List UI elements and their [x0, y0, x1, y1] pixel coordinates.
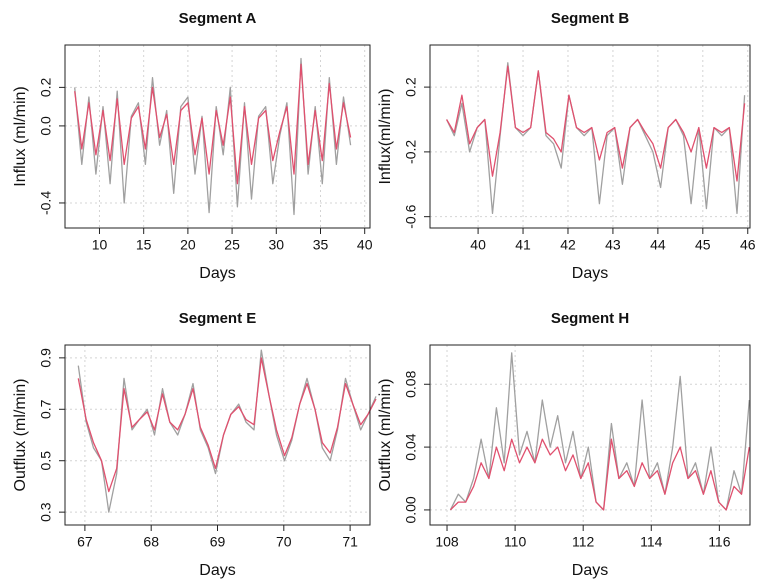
- y-axis-title: Outflux (ml/min): [12, 379, 29, 492]
- x-tick-label: 44: [650, 237, 666, 253]
- x-tick-label: 41: [515, 237, 531, 253]
- x-axis-title: Days: [572, 562, 608, 579]
- plot-frame: [429, 44, 751, 229]
- x-axis-title: Days: [572, 265, 608, 282]
- x-tick-label: 43: [605, 237, 621, 253]
- series-line: [449, 438, 750, 511]
- y-tick-label: -0.2: [403, 140, 419, 164]
- plot-frame: [64, 344, 371, 526]
- y-tick-label: 0.08: [403, 370, 419, 397]
- x-tick-label: 35: [313, 237, 329, 253]
- y-tick-label: 0.9: [38, 348, 54, 368]
- x-tick-label: 110: [504, 534, 527, 550]
- y-tick-label: 0.04: [403, 433, 419, 460]
- panel-title: Segment H: [551, 310, 629, 327]
- panel-title: Segment A: [179, 10, 257, 27]
- y-tick-label: -0.4: [38, 191, 54, 215]
- y-tick-label: 0.2: [38, 77, 54, 97]
- x-tick-label: 45: [695, 237, 711, 253]
- x-tick-label: 69: [210, 534, 226, 550]
- x-tick-label: 67: [77, 534, 93, 550]
- y-axis-title: Influx(ml/min): [377, 88, 394, 184]
- series-line: [446, 62, 746, 215]
- panel-title: Segment B: [551, 10, 630, 27]
- x-tick-label: 40: [470, 237, 486, 253]
- x-tick-label: 40: [357, 237, 373, 253]
- x-tick-label: 114: [640, 534, 663, 550]
- series-line: [446, 65, 746, 182]
- x-tick-label: 116: [708, 534, 731, 550]
- x-tick-label: 42: [560, 237, 576, 253]
- x-tick-label: 15: [136, 237, 152, 253]
- x-axis-title: Days: [199, 265, 235, 282]
- x-tick-label: 25: [224, 237, 240, 253]
- y-tick-label: 0.3: [38, 502, 54, 522]
- series-line: [77, 357, 377, 493]
- plot-frame: [64, 44, 371, 229]
- y-axis-title: Influx (ml/min): [12, 86, 29, 186]
- y-tick-label: 0.2: [403, 77, 419, 97]
- x-tick-label: 46: [740, 237, 756, 253]
- x-tick-label: 108: [435, 534, 459, 550]
- x-tick-label: 70: [276, 534, 292, 550]
- x-tick-label: 68: [143, 534, 159, 550]
- x-tick-label: 112: [572, 534, 595, 550]
- x-tick-label: 20: [180, 237, 196, 253]
- series-line: [74, 63, 352, 185]
- plot-frame: [429, 344, 751, 526]
- x-tick-label: 71: [342, 534, 358, 550]
- panel-title: Segment E: [179, 310, 257, 327]
- series-line: [449, 352, 750, 511]
- y-tick-label: 0.0: [38, 116, 54, 136]
- y-tick-label: 0.7: [38, 399, 54, 419]
- y-axis-title: Outflux (ml/min): [377, 379, 394, 492]
- y-tick-label: -0.6: [403, 204, 419, 228]
- x-axis-title: Days: [199, 562, 235, 579]
- series-line: [77, 349, 377, 513]
- x-tick-label: 30: [269, 237, 285, 253]
- x-tick-label: 10: [92, 237, 108, 253]
- y-tick-label: 0.5: [38, 451, 54, 471]
- y-tick-label: 0.00: [403, 496, 419, 523]
